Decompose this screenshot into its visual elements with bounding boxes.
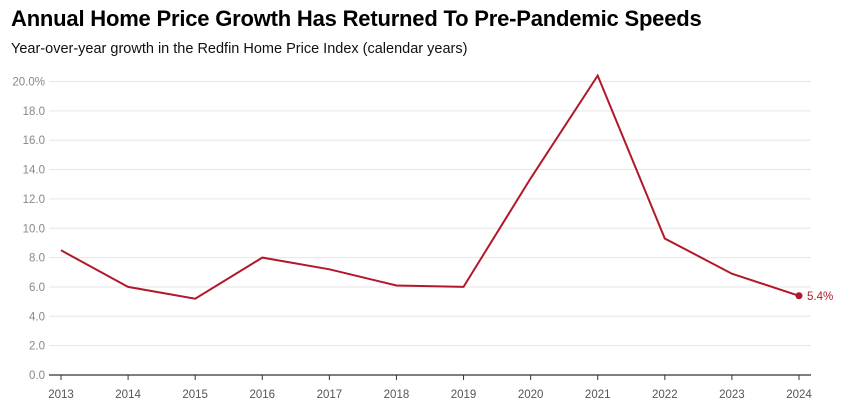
y-tick-label: 10.0 (23, 223, 45, 235)
x-tick-label: 2018 (384, 389, 410, 401)
y-tick-label: 18.0 (23, 106, 45, 118)
x-tick-label: 2020 (518, 389, 544, 401)
chart-subtitle: Year-over-year growth in the Redfin Home… (11, 41, 468, 57)
chart-title: Annual Home Price Growth Has Returned To… (11, 6, 702, 31)
x-tick-label: 2023 (719, 389, 745, 401)
y-tick-label: 14.0 (23, 165, 45, 177)
x-tick-label: 2015 (182, 389, 208, 401)
x-tick-label: 2019 (451, 389, 477, 401)
y-tick-label: 8.0 (29, 253, 45, 265)
series-home-price-growth: 5.4% (60, 73, 833, 303)
x-tick-label: 2016 (249, 389, 275, 401)
y-tick-label: 4.0 (29, 311, 45, 323)
end-value-label: 5.4% (807, 291, 833, 303)
y-tick-label: 6.0 (29, 282, 45, 294)
series-line (60, 73, 800, 300)
y-tick-label: 12.0 (23, 194, 45, 206)
y-tick-label: 20.0% (12, 77, 45, 89)
y-tick-label: 16.0 (23, 135, 45, 147)
x-tick-label: 2013 (48, 389, 74, 401)
x-tick-label: 2024 (786, 389, 812, 401)
x-tick-label: 2021 (585, 389, 611, 401)
x-tick-label: 2017 (317, 389, 343, 401)
y-tick-label: 0.0 (29, 370, 45, 382)
x-axis: 2013 2014 2015 2016 2017 2018 2019 2020 2021 2022… (48, 374, 812, 401)
x-tick-label: 2014 (115, 389, 141, 401)
x-tick-label: 2022 (652, 389, 678, 401)
gridlines (49, 81, 811, 347)
y-axis-ticks: 0.0 2.0 4.0 6.0 8.0 10.0 12.0 14.0 16.0 18.0 20.0% (12, 77, 45, 383)
end-point-marker (795, 292, 803, 300)
y-tick-label: 2.0 (29, 341, 45, 353)
